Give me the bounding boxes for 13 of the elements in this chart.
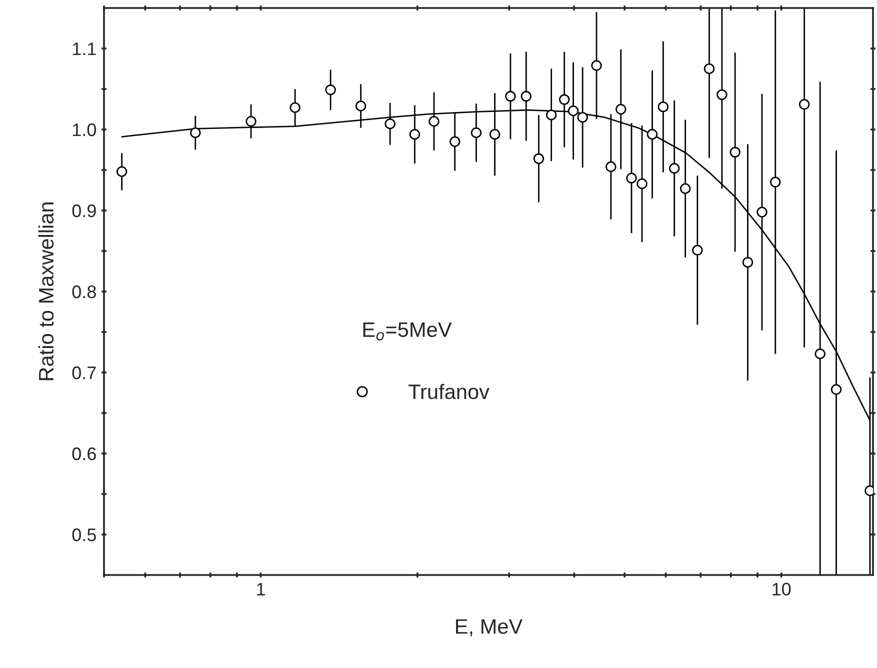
- x-axis-title: E, MeV: [456, 619, 523, 636]
- y-tick-label: 0.9: [72, 204, 96, 218]
- x-tick-label: 10: [772, 582, 791, 596]
- y-tick-label: 0.6: [72, 447, 96, 460]
- x-tick-label: 1: [257, 582, 265, 596]
- y-tick-label: 0.7: [72, 366, 96, 380]
- y-tick-label: 1.1: [72, 42, 96, 56]
- y-tick-label: 0.5: [72, 528, 96, 542]
- y-tick-label: 1.0: [72, 123, 96, 136]
- legend-label: Trufanov: [408, 384, 490, 400]
- y-tick-label: 0.8: [72, 285, 96, 298]
- y-axis-title: Ratio to Maxwellian: [38, 202, 54, 380]
- annotation: E$_{o}$=5MeV: [363, 322, 452, 340]
